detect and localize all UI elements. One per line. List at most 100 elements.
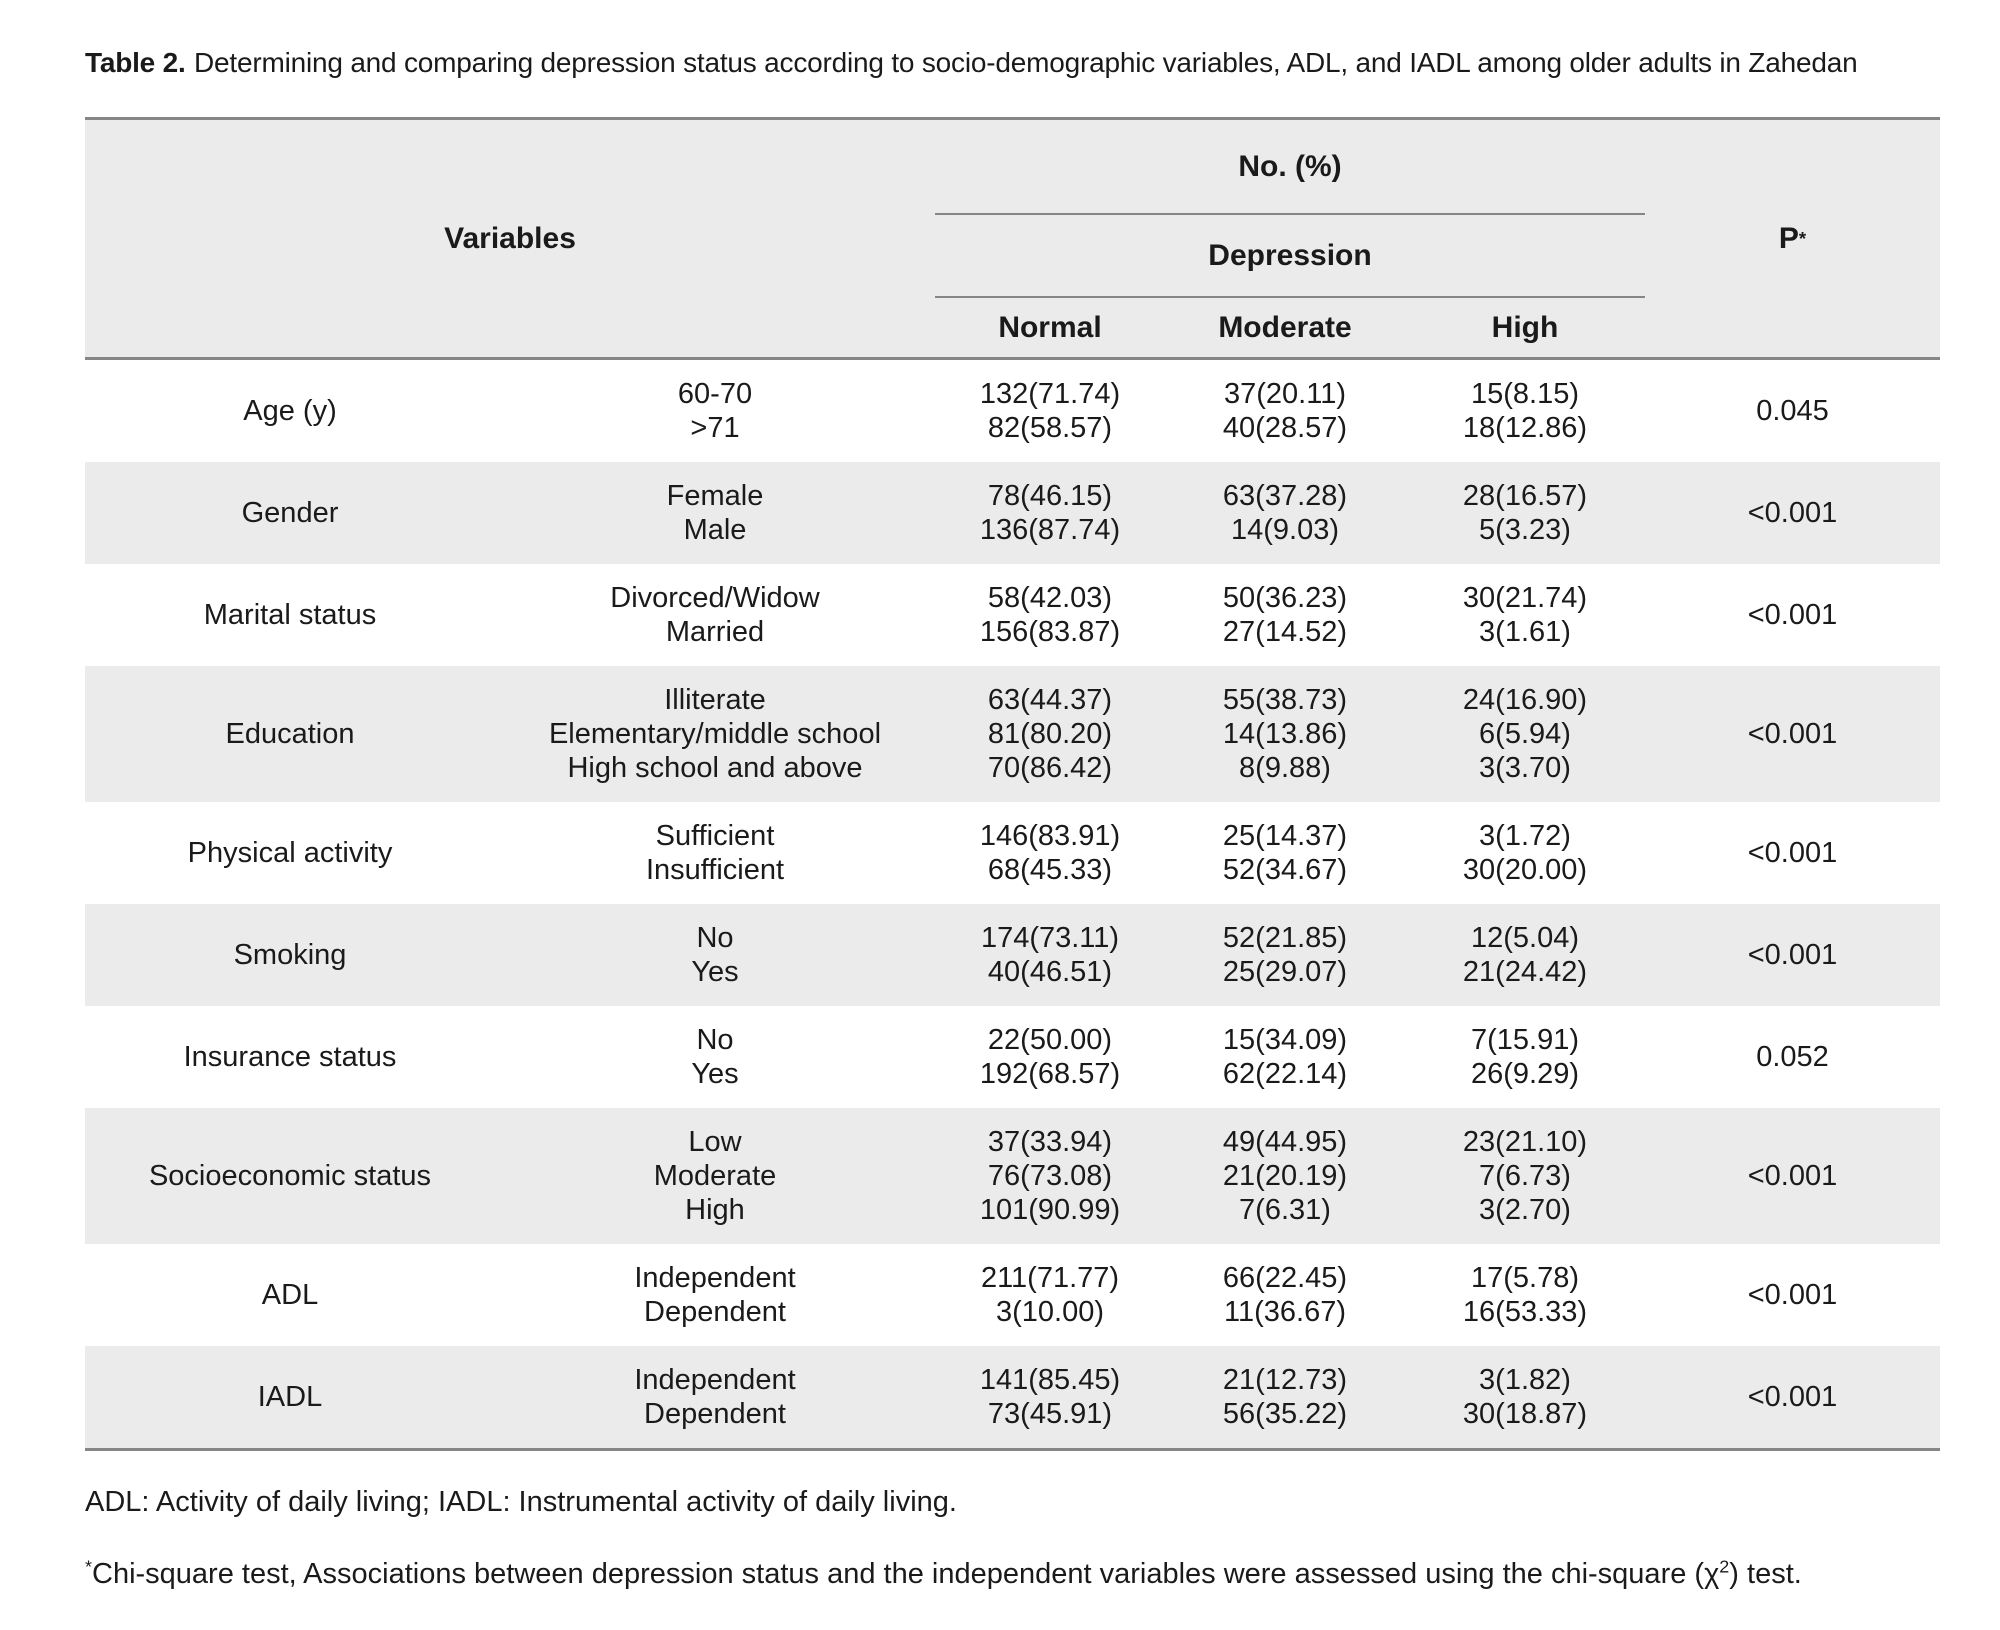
moderate-value: 14(9.03) [1230,514,1339,546]
p-value-cell: <0.001 [1747,1381,1838,1413]
variable-cell: Socioeconomic status [148,1160,432,1192]
high-value: 7(15.91) [1470,1024,1579,1056]
moderate-value: 11(36.67) [1224,1296,1346,1328]
normal-cell: 141(85.45) 73(45.91) [935,1363,1165,1431]
normal-value: 70(86.42) [987,752,1113,784]
high-cell: 3(1.82) 30(18.87) [1405,1363,1645,1431]
category-cell: Independent Dependent [495,1261,935,1329]
normal-value: 82(58.57) [987,412,1113,444]
moderate-value: 49(44.95) [1222,1126,1348,1158]
table-row: Age (y) 60-70 >71 132(71.74) 82(58.57) 37(20.… [85,360,1940,462]
normal-value: 81(80.20) [987,718,1113,750]
table-row: Physical activity Sufficient Insufficient 1… [85,802,1940,904]
footnote-chi-square: *Chi-square test, Associations between d… [85,1556,1802,1591]
moderate-value: 27(14.52) [1222,616,1348,648]
high-value: 7(6.73) [1479,1160,1571,1192]
high-cell: 7(15.91) 26(9.29) [1405,1023,1645,1091]
p-value-cell: 0.052 [1756,1041,1829,1073]
moderate-value: 52(34.67) [1222,854,1348,886]
variable-cell: Age (y) [243,395,337,427]
moderate-value: 21(20.19) [1222,1160,1348,1192]
footnote-chi-square-text: Chi-square test, Associations between de… [92,1558,1720,1590]
moderate-value: 40(28.57) [1222,412,1348,444]
normal-cell: 146(83.91) 68(45.33) [935,819,1165,887]
moderate-value: 8(9.88) [1239,752,1331,784]
moderate-value: 25(29.07) [1222,956,1348,988]
moderate-cell: 63(37.28) 14(9.03) [1165,479,1405,547]
moderate-value: 25(14.37) [1222,820,1348,852]
category-line: High [685,1194,745,1226]
category-line: Independent [634,1364,796,1396]
high-cell: 28(16.57) 5(3.23) [1405,479,1645,547]
p-value-cell: <0.001 [1747,1279,1838,1311]
category-line: Divorced/Widow [610,582,820,614]
header-variables: Variables [444,221,576,255]
high-value: 30(20.00) [1462,854,1588,886]
normal-value: 174(73.11) [980,922,1120,954]
normal-cell: 22(50.00) 192(68.57) [935,1023,1165,1091]
normal-value: 68(45.33) [987,854,1113,886]
moderate-cell: 50(36.23) 27(14.52) [1165,581,1405,649]
table-row: Education Illiterate Elementary/middle sch… [85,666,1940,802]
footnote-abbreviations: ADL: Activity of daily living; IADL: Ins… [85,1486,957,1518]
table-body: Age (y) 60-70 >71 132(71.74) 82(58.57) 37(20.… [85,360,1940,1448]
normal-value: 136(87.74) [979,514,1121,546]
footnote-asterisk: * [85,1556,92,1577]
moderate-value: 37(20.11) [1224,378,1346,410]
high-value: 5(3.23) [1479,514,1571,546]
category-line: Dependent [644,1398,786,1430]
category-line: Elementary/middle school [548,718,882,750]
table-row: Gender Female Male 78(46.15) 136(87.74) 63(37… [85,462,1940,564]
category-cell: Female Male [495,479,935,547]
high-cell: 23(21.10) 7(6.73) 3(2.70) [1405,1125,1645,1227]
category-cell: Independent Dependent [495,1363,935,1431]
high-value: 3(1.61) [1479,616,1571,648]
high-value: 26(9.29) [1470,1058,1579,1090]
category-line: Moderate [653,1160,777,1192]
normal-value: 58(42.03) [987,582,1113,614]
category-cell: No Yes [495,921,935,989]
moderate-cell: 52(21.85) 25(29.07) [1165,921,1405,989]
high-value: 30(18.87) [1462,1398,1588,1430]
normal-value: 22(50.00) [987,1024,1113,1056]
moderate-value: 7(6.31) [1239,1194,1331,1226]
moderate-cell: 25(14.37) 52(34.67) [1165,819,1405,887]
chi-squared-exponent: 2 [1719,1556,1730,1577]
normal-cell: 132(71.74) 82(58.57) [935,377,1165,445]
normal-cell: 211(71.77) 3(10.00) [935,1261,1165,1329]
high-value: 3(1.82) [1479,1364,1571,1396]
high-value: 30(21.74) [1462,582,1588,614]
data-table: Variables No. (%) Depression Normal Mode… [85,117,1940,1451]
category-cell: Divorced/Widow Married [495,581,935,649]
table-caption-text: Determining and comparing depression sta… [193,47,1858,78]
high-value: 23(21.10) [1462,1126,1588,1158]
p-value-cell: <0.001 [1747,599,1838,631]
high-value: 3(3.70) [1479,752,1571,784]
moderate-cell: 21(12.73) 56(35.22) [1165,1363,1405,1431]
table-row: Insurance status No Yes 22(50.00) 192(68.57)… [85,1006,1940,1108]
category-cell: Illiterate Elementary/middle school High s… [495,683,935,785]
category-line: 60-70 [677,378,753,410]
moderate-value: 55(38.73) [1222,684,1348,716]
variable-cell: Insurance status [183,1041,397,1073]
high-value: 21(24.42) [1462,956,1588,988]
normal-value: 141(85.45) [979,1364,1121,1396]
variable-cell: Gender [241,497,339,529]
header-col-moderate: Moderate [1218,310,1352,344]
high-value: 3(2.70) [1479,1194,1571,1226]
header-no-pct: No. (%) [935,120,1645,215]
normal-value: 132(71.74) [979,378,1121,410]
category-cell: Sufficient Insufficient [495,819,935,887]
normal-value: 156(83.87) [979,616,1121,648]
variable-cell: ADL [261,1279,319,1311]
normal-value: 3(10.00) [995,1296,1104,1328]
moderate-value: 21(12.73) [1222,1364,1348,1396]
variable-cell: IADL [257,1381,323,1413]
high-cell: 3(1.72) 30(20.00) [1405,819,1645,887]
table-caption: Table 2. Determining and comparing depres… [85,46,1858,80]
high-value: 28(16.57) [1462,480,1588,512]
high-value: 6(5.94) [1479,718,1571,750]
high-value: 3(1.72) [1479,820,1571,852]
category-cell: Low Moderate High [495,1125,935,1227]
